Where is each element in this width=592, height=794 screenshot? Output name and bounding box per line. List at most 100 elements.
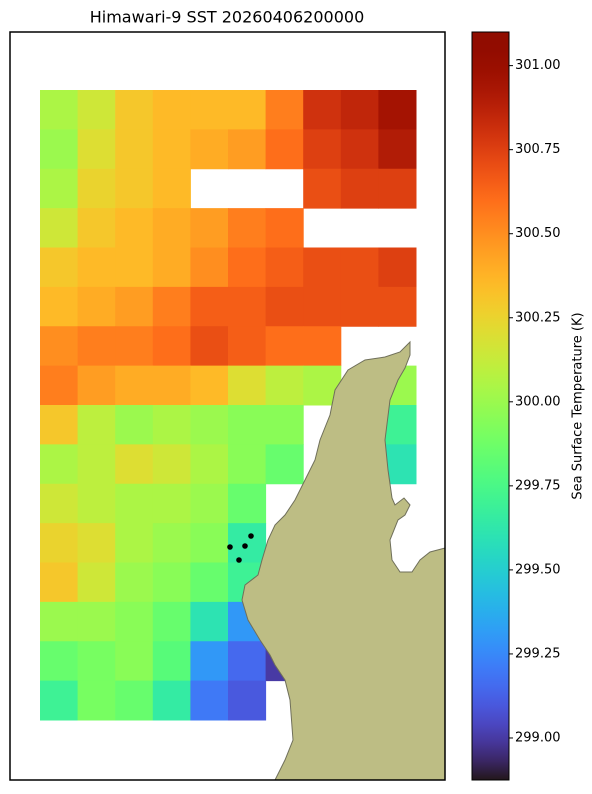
- sst-cell: [228, 247, 267, 288]
- sst-cell: [228, 326, 267, 367]
- sst-cell: [115, 365, 154, 406]
- sst-cell: [265, 365, 304, 406]
- sst-cell: [77, 405, 116, 445]
- sst-cell: [77, 129, 116, 170]
- colorbar-tick-label: 301.00: [515, 58, 561, 73]
- sst-cell: [228, 523, 267, 563]
- station: [248, 533, 254, 539]
- sst-field: [40, 90, 417, 721]
- sst-cell: [190, 286, 229, 327]
- sst-cell: [40, 326, 79, 367]
- colorbar-tick-label: 299.75: [515, 478, 561, 493]
- sst-cell: [265, 444, 304, 485]
- sst-cell: [40, 247, 79, 288]
- sst-cell: [228, 286, 267, 327]
- colorbar-tick-label: 300.00: [515, 394, 561, 409]
- sst-cell: [228, 90, 267, 130]
- sst-cell: [77, 365, 116, 406]
- sst-cell: [265, 129, 304, 170]
- sst-cell: [152, 641, 191, 682]
- colorbar-tick-label: 299.00: [515, 730, 561, 745]
- colorbar-tick-label: 300.25: [515, 310, 561, 325]
- sst-cell: [152, 601, 191, 642]
- colorbar-tick-label: 300.75: [515, 142, 561, 157]
- sst-cell: [77, 523, 116, 563]
- colorbar-tick-label: 299.50: [515, 562, 561, 577]
- sst-cell: [40, 680, 79, 721]
- sst-cell: [378, 129, 417, 170]
- sst-cell: [265, 90, 304, 130]
- sst-cell: [115, 168, 154, 209]
- sst-cell: [152, 562, 191, 603]
- colorbar-tick-label: 299.25: [515, 646, 561, 661]
- sst-cell: [40, 286, 79, 327]
- sst-cell: [40, 90, 79, 130]
- sst-cell: [228, 641, 267, 682]
- sst-cell: [190, 641, 229, 682]
- sst-cell: [115, 483, 154, 524]
- sst-cell: [265, 405, 304, 445]
- sst-cell: [152, 444, 191, 485]
- sst-cell: [40, 601, 79, 642]
- sst-cell: [115, 601, 154, 642]
- sst-cell: [152, 168, 191, 209]
- sst-cell: [115, 680, 154, 721]
- sst-cell: [152, 208, 191, 248]
- sst-cell: [115, 523, 154, 563]
- sst-cell: [77, 601, 116, 642]
- sst-cell: [40, 483, 79, 524]
- sst-cell: [152, 365, 191, 406]
- sst-cell: [152, 483, 191, 524]
- sst-cell: [40, 129, 79, 170]
- sst-cell: [228, 129, 267, 170]
- sst-cell: [303, 286, 342, 327]
- sst-cell: [115, 247, 154, 288]
- sst-cell: [40, 444, 79, 485]
- sst-cell: [228, 483, 267, 524]
- station: [242, 543, 248, 549]
- colorbar-tick-label: 300.50: [515, 226, 561, 241]
- sst-cell: [190, 90, 229, 130]
- sst-cell: [340, 129, 379, 170]
- sst-cell: [378, 168, 417, 209]
- sst-cell: [228, 680, 267, 721]
- sst-cell: [228, 444, 267, 485]
- station-markers: [227, 533, 254, 563]
- sst-cell: [77, 90, 116, 130]
- sst-cell: [152, 129, 191, 170]
- sst-cell: [265, 247, 304, 288]
- sst-cell: [303, 90, 342, 130]
- sst-cell: [190, 483, 229, 524]
- sst-cell: [40, 208, 79, 248]
- sst-cell: [378, 247, 417, 288]
- sst-cell: [265, 326, 304, 367]
- sst-cell: [228, 208, 267, 248]
- sst-cell: [115, 129, 154, 170]
- sst-cell: [303, 129, 342, 170]
- sst-cell: [190, 601, 229, 642]
- sst-cell: [190, 680, 229, 721]
- sst-cell: [77, 247, 116, 288]
- sst-cell: [190, 523, 229, 563]
- sst-cell: [77, 326, 116, 367]
- sst-cell: [77, 168, 116, 209]
- colorbar: [471, 31, 510, 781]
- sst-cell: [190, 444, 229, 485]
- sst-cell: [115, 326, 154, 367]
- sst-cell: [190, 208, 229, 248]
- sst-cell: [77, 483, 116, 524]
- sst-cell: [378, 90, 417, 130]
- sst-cell: [77, 286, 116, 327]
- sst-cell: [190, 365, 229, 406]
- sst-cell: [152, 405, 191, 445]
- sst-cell: [40, 405, 79, 445]
- sst-cell: [152, 247, 191, 288]
- sst-cell: [152, 326, 191, 367]
- sst-cell: [190, 326, 229, 367]
- sst-cell: [77, 208, 116, 248]
- sst-cell: [265, 208, 304, 248]
- sst-cell: [340, 168, 379, 209]
- sst-cell: [152, 523, 191, 563]
- sst-cell: [40, 365, 79, 406]
